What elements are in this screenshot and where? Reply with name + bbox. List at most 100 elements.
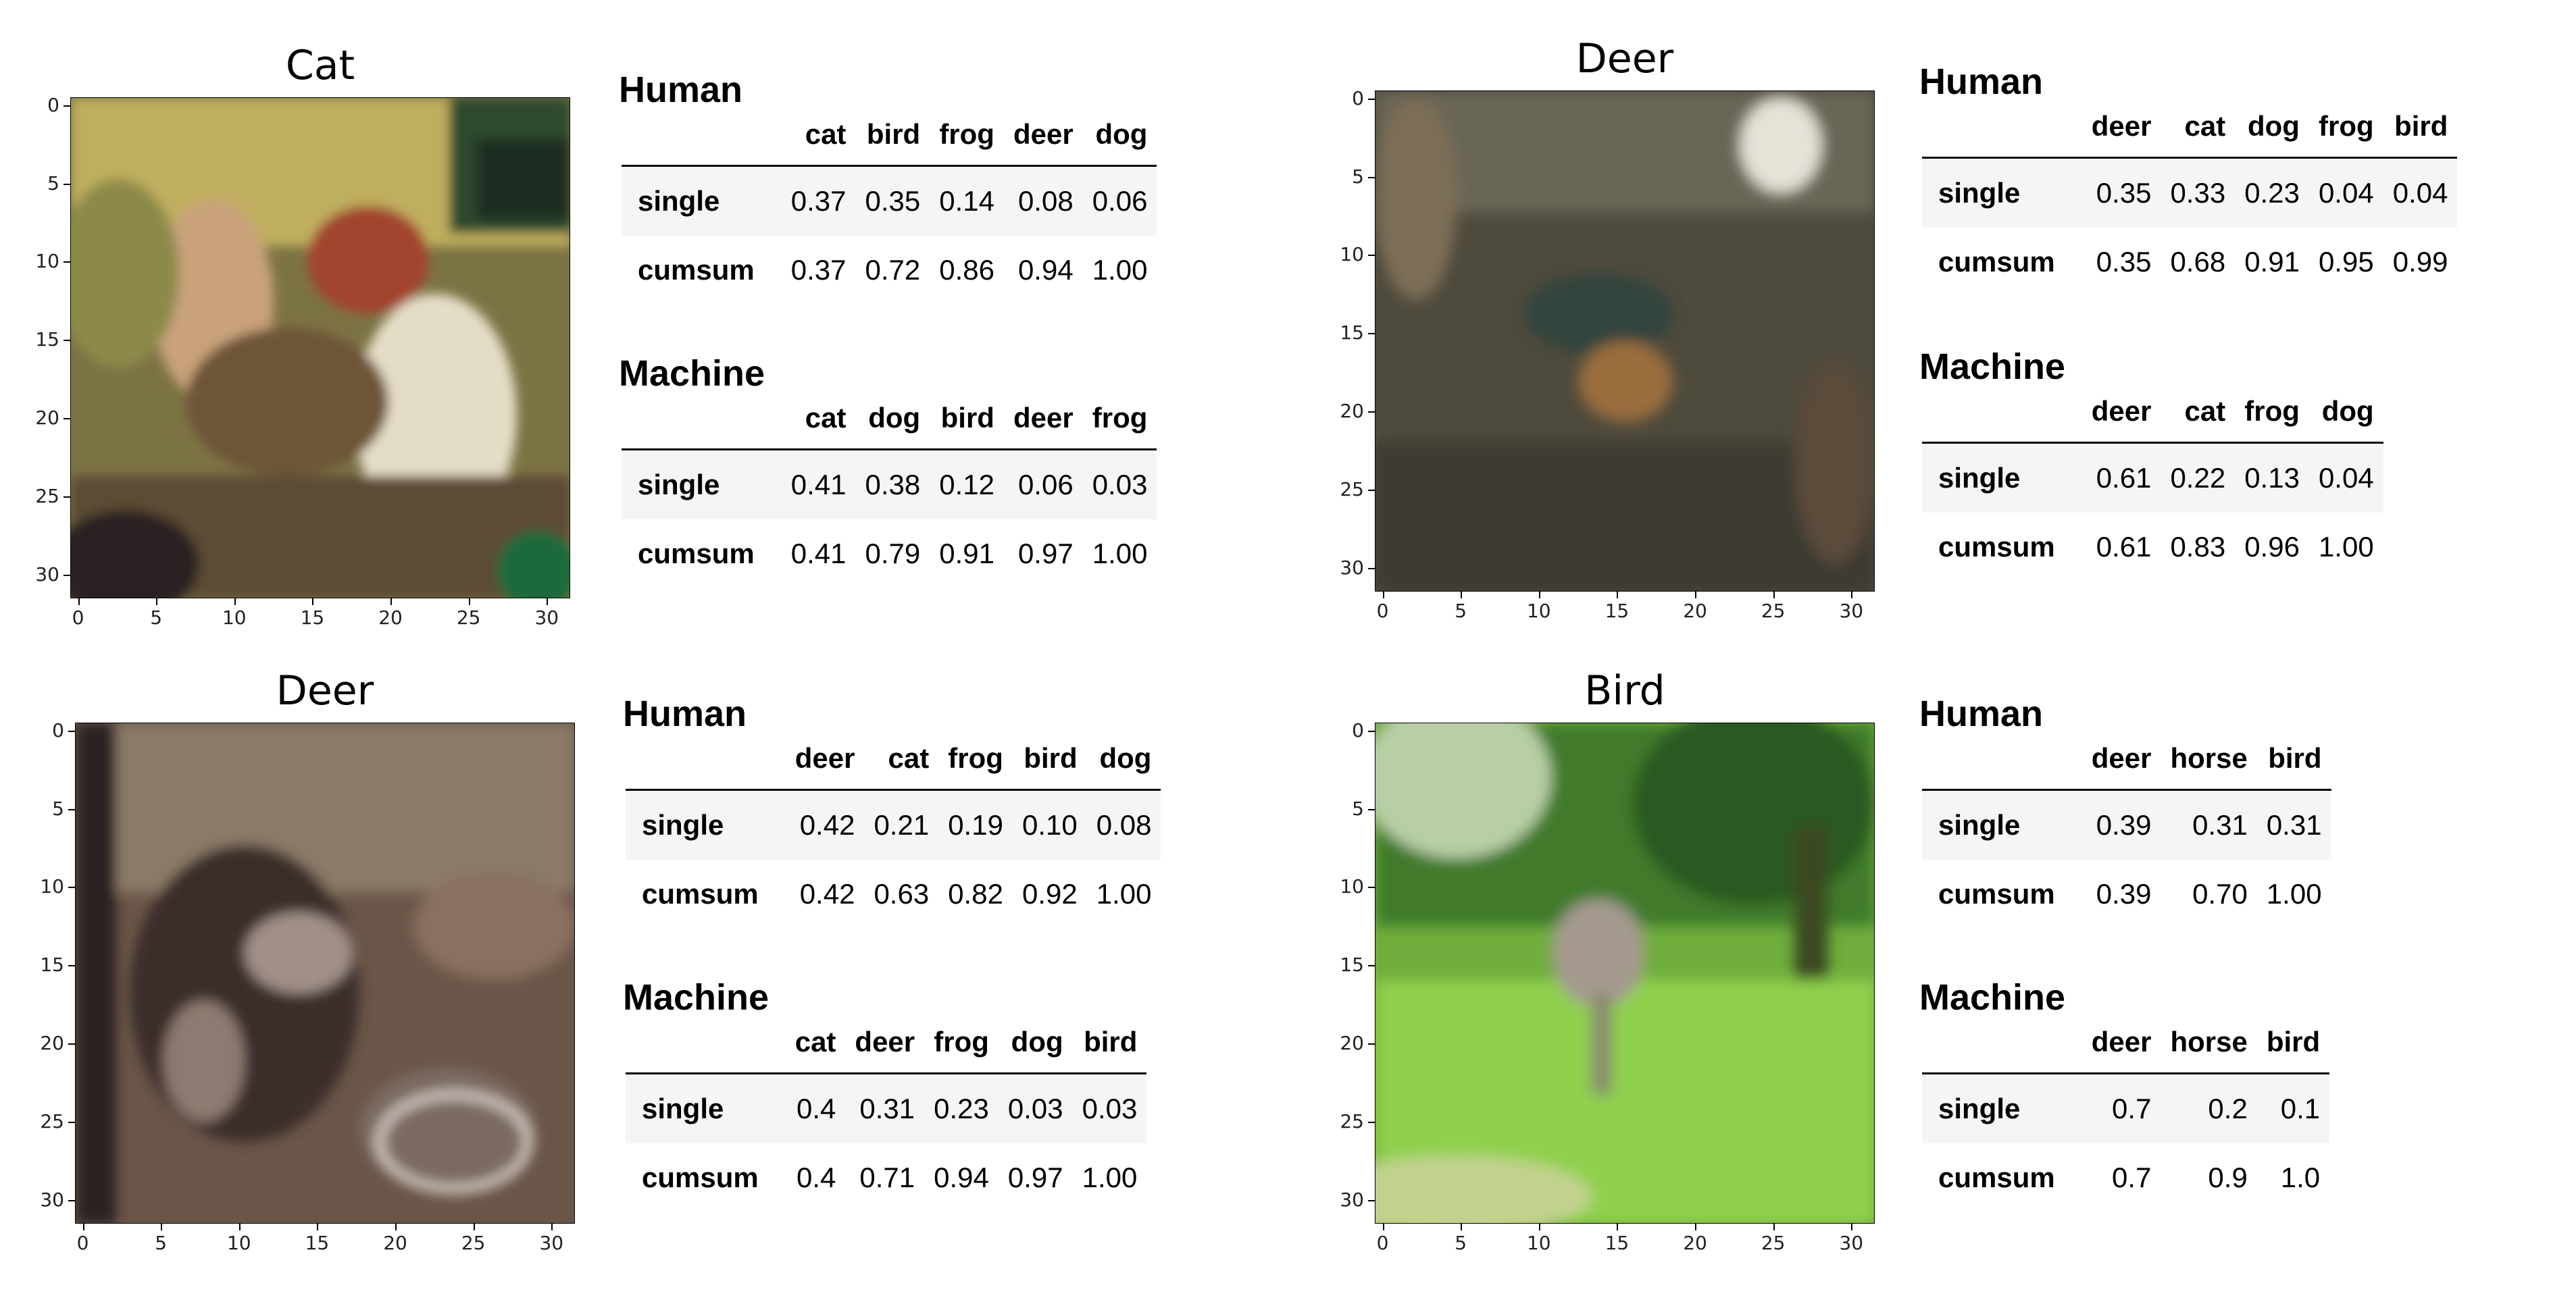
table-cell: 0.97 (1007, 1162, 1063, 1193)
table-cell: 0.06 (1017, 469, 1074, 500)
table-cell: 0.1 (2280, 1093, 2321, 1124)
row-label: single (642, 1093, 724, 1124)
y-tick-mark (64, 340, 70, 342)
x-tick-mark (1617, 1224, 1619, 1230)
x-tick-mark (473, 1224, 475, 1230)
row-label: cumsum (1938, 531, 2055, 563)
x-tick-label: 10 (226, 1232, 251, 1254)
pixelated-image-deer-2 (76, 723, 574, 1223)
table-row: single 0.61 0.22 0.13 0.04 (1922, 442, 2383, 513)
x-tick-label: 15 (305, 1232, 330, 1254)
column-header: deer (2091, 110, 2152, 142)
x-tick-label: 0 (1376, 600, 1389, 622)
column-header: bird (1084, 1026, 1138, 1058)
table-cell: 0.38 (865, 469, 921, 500)
human-table: deer cat dog frog bird single 0.35 0.33 0.23 0.04… (1922, 96, 2458, 296)
y-tick-mark (1368, 411, 1375, 413)
column-header: dog (2321, 395, 2374, 427)
table-cell: 0.71 (859, 1162, 915, 1193)
y-tick-mark (1368, 98, 1375, 100)
y-tick-mark (68, 887, 75, 889)
row-label: single (1938, 809, 2021, 841)
table-cell: 0.03 (1007, 1093, 1063, 1124)
table-cell: 0.31 (2266, 809, 2322, 841)
y-tick-label: 25 (1340, 1110, 1364, 1133)
x-tick-mark (312, 598, 314, 605)
row-label: cumsum (638, 538, 755, 569)
x-tick-mark (317, 1224, 319, 1230)
machine-table: deer cat frog dog single 0.61 0.22 0.13 0.04 cums… (1922, 381, 2383, 581)
column-header: horse (2170, 1026, 2248, 1058)
table-cell: 0.33 (2170, 177, 2226, 209)
table-cell: 0.35 (2096, 246, 2152, 278)
y-tick-label: 10 (35, 250, 59, 273)
machine-heading: Machine (623, 977, 769, 1018)
x-tick-mark (1538, 592, 1540, 598)
x-tick-label: 5 (150, 606, 163, 629)
column-header: frog (2319, 110, 2374, 142)
x-tick-mark (547, 598, 549, 605)
table-cell: 0.91 (2244, 246, 2300, 278)
y-tick-mark (1368, 808, 1375, 810)
column-header: deer (1013, 118, 1074, 150)
image-title: Cat (285, 42, 355, 89)
human-heading: Human (619, 70, 743, 110)
column-header: horse (2170, 742, 2248, 774)
table-cell: 0.42 (799, 809, 855, 841)
x-tick-label: 25 (1761, 1232, 1786, 1254)
table-cell: 0.63 (874, 878, 930, 910)
y-tick-label: 10 (1340, 875, 1364, 898)
corner-cell (1922, 728, 2082, 790)
row-label: cumsum (1938, 1162, 2055, 1193)
y-tick-label: 5 (1352, 797, 1364, 820)
table-cell: 0.4 (797, 1162, 836, 1193)
table-cell: 0.82 (948, 878, 1003, 910)
pixelated-image-cat (71, 98, 570, 598)
column-header: cat (805, 118, 847, 150)
table-row: cumsum 0.4 0.71 0.94 0.97 1.00 (626, 1143, 1146, 1212)
y-tick-mark (64, 183, 70, 185)
x-tick-label: 5 (155, 1232, 168, 1254)
corner-cell (1922, 381, 2082, 443)
x-tick-label: 10 (1526, 1232, 1551, 1254)
column-header: dog (1095, 118, 1148, 150)
corner-cell (1922, 96, 2082, 158)
row-label: single (638, 469, 720, 500)
table-cell: 0.39 (2096, 809, 2152, 841)
table-cell: 0.7 (2112, 1162, 2152, 1193)
x-tick-label: 10 (222, 606, 247, 629)
table-cell: 0.99 (2392, 246, 2448, 278)
machine-table: cat deer frog dog bird single 0.4 0.31 0.23 0.03 0… (626, 1012, 1147, 1212)
table-cell: 0.83 (2170, 531, 2226, 563)
y-tick-mark (64, 105, 70, 107)
column-header: bird (2394, 110, 2448, 142)
table-row: single 0.7 0.2 0.1 (1922, 1073, 2330, 1143)
machine-heading: Machine (1919, 977, 2066, 1018)
column-header: cat (794, 1026, 836, 1058)
corner-cell (1922, 1012, 2082, 1074)
column-header: bird (1024, 742, 1078, 774)
table-cell: 0.21 (874, 809, 930, 841)
table-cell: 0.70 (2192, 878, 2248, 910)
column-header: frog (934, 1026, 989, 1058)
table-cell: 0.08 (1096, 809, 1152, 841)
image-axes (1375, 723, 1875, 1224)
table-cell: 0.72 (865, 254, 921, 286)
y-tick-mark (1368, 1122, 1375, 1124)
x-tick-label: 15 (300, 606, 325, 629)
image-title: Bird (1584, 667, 1665, 714)
x-tick-mark (1461, 592, 1463, 598)
y-tick-mark (64, 496, 70, 498)
y-tick-label: 10 (1340, 243, 1364, 266)
y-tick-label: 10 (40, 875, 64, 898)
table-cell: 0.06 (1092, 185, 1148, 217)
image-axes (1375, 90, 1875, 592)
table-row: cumsum 0.37 0.72 0.86 0.94 1.00 (622, 236, 1157, 305)
table-cell: 0.97 (1017, 538, 1074, 569)
x-tick-mark (1851, 592, 1853, 598)
y-tick-label: 15 (35, 328, 59, 351)
column-header: bird (866, 118, 921, 150)
x-tick-label: 25 (456, 606, 481, 629)
column-header: bird (2268, 742, 2322, 774)
x-tick-label: 20 (378, 606, 403, 629)
